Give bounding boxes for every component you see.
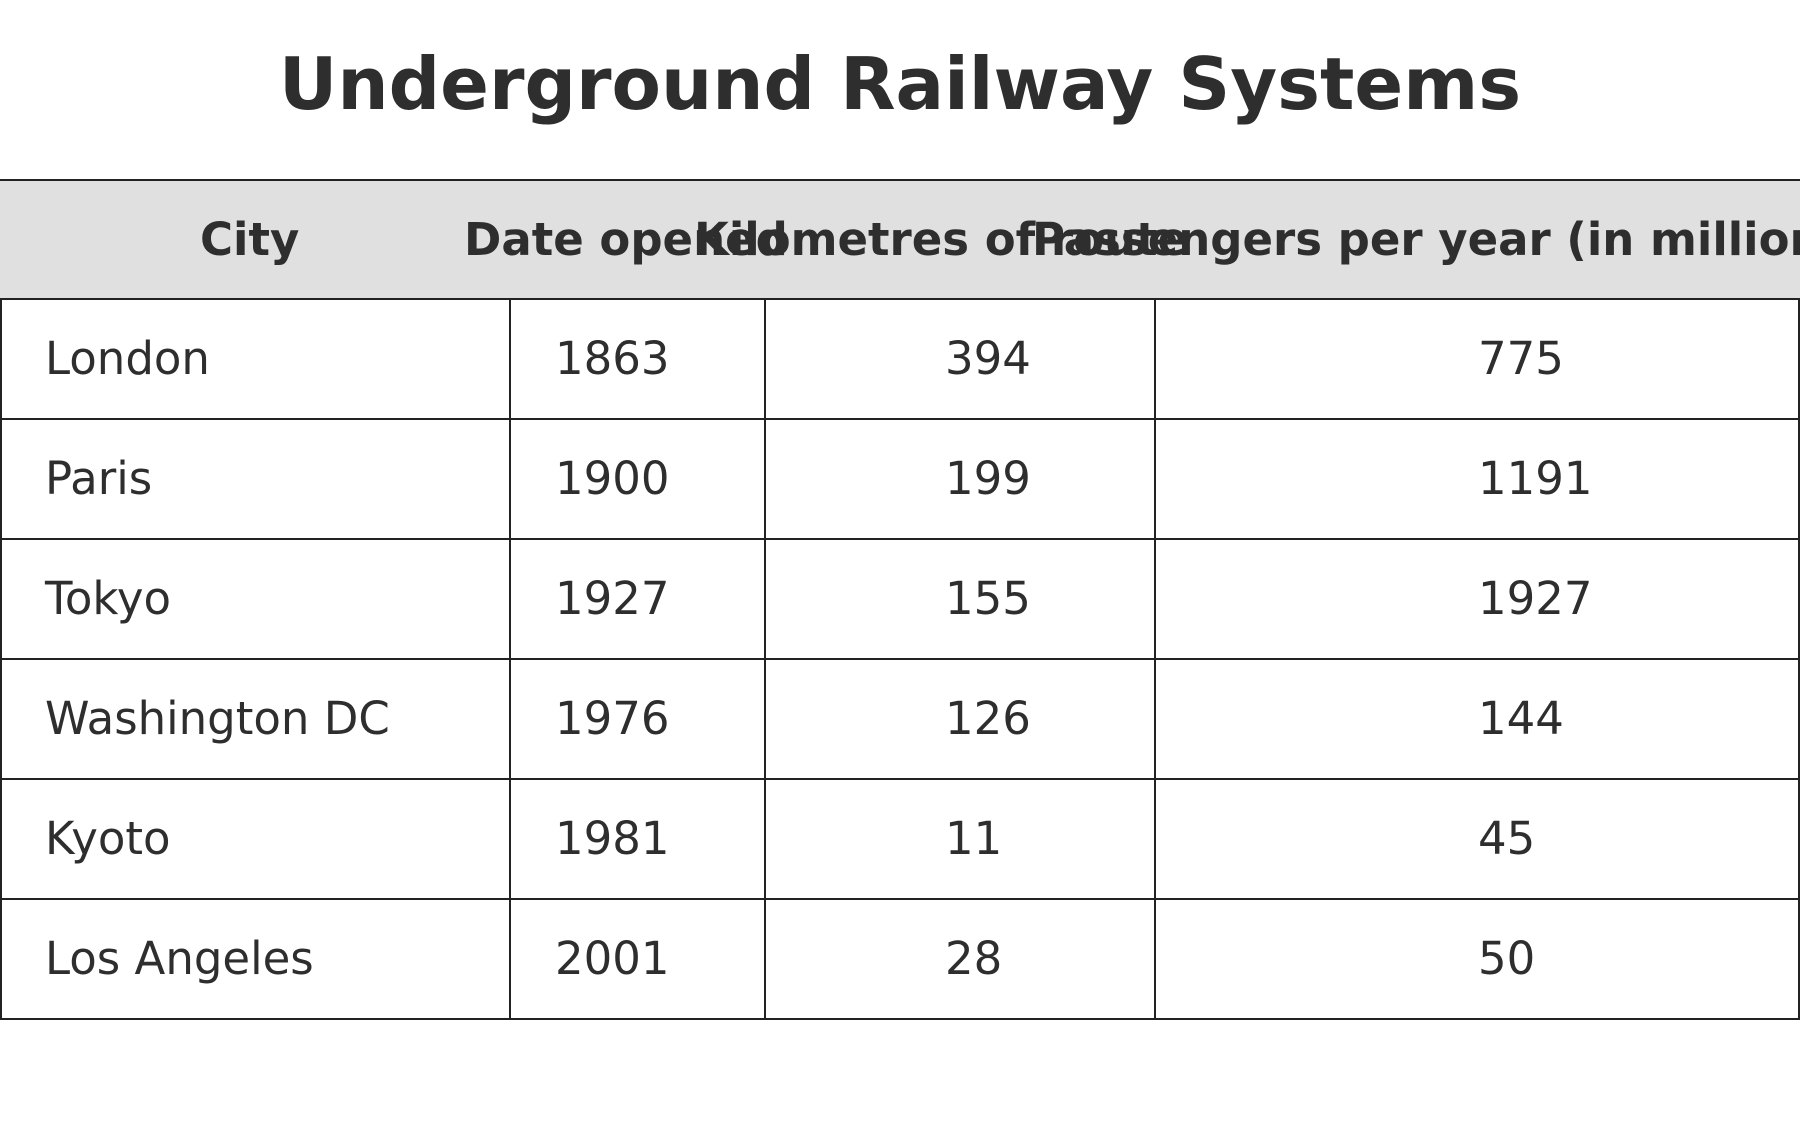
column-divider: [0, 420, 2, 540]
table-title: Underground Railway Systems: [278, 42, 1522, 126]
table-header-row: City Date opened Kilometres of route Pas…: [0, 179, 1800, 300]
passengers-cell: 1191: [1478, 452, 1593, 505]
column-header-passengers: Passengers per year (in millions): [1032, 213, 1800, 266]
table-row: Washington DC 1976 126 144: [0, 660, 1800, 780]
column-divider: [0, 780, 2, 900]
date-opened-cell: 1900: [555, 452, 670, 505]
city-cell: Kyoto: [45, 812, 171, 865]
table-row: London 1863 394 775: [0, 300, 1800, 420]
column-divider: [1154, 900, 1156, 1020]
kilometres-cell: 394: [945, 332, 1031, 385]
passengers-cell: 45: [1478, 812, 1536, 865]
column-divider: [509, 900, 511, 1020]
passengers-cell: 50: [1478, 932, 1536, 985]
column-divider: [0, 540, 2, 660]
column-header-date-opened: Date opened: [464, 213, 788, 266]
table-row: Kyoto 1981 11 45: [0, 780, 1800, 900]
kilometres-cell: 126: [945, 692, 1031, 745]
column-divider: [509, 420, 511, 540]
column-divider: [1798, 900, 1800, 1020]
column-divider: [1154, 660, 1156, 780]
column-divider: [509, 660, 511, 780]
column-divider: [764, 660, 766, 780]
column-divider: [509, 540, 511, 660]
city-cell: London: [45, 332, 210, 385]
column-divider: [1154, 420, 1156, 540]
passengers-cell: 144: [1478, 692, 1564, 745]
date-opened-cell: 1981: [555, 812, 670, 865]
column-divider: [1798, 300, 1800, 420]
column-divider: [764, 900, 766, 1020]
city-cell: Los Angeles: [45, 932, 314, 985]
table-body: London 1863 394 775 Paris 1900 199 1191 Tokyo 192…: [0, 300, 1800, 1020]
column-divider: [1154, 780, 1156, 900]
city-cell: Washington DC: [45, 692, 390, 745]
column-header-city: City: [200, 213, 300, 266]
column-divider: [0, 300, 2, 420]
table-row: Los Angeles 2001 28 50: [0, 900, 1800, 1020]
kilometres-cell: 155: [945, 572, 1031, 625]
column-header-kilometres: Kilometres of route: [694, 213, 1189, 266]
table-row: Tokyo 1927 155 1927: [0, 540, 1800, 660]
column-divider: [764, 540, 766, 660]
column-divider: [1798, 420, 1800, 540]
column-divider: [509, 780, 511, 900]
passengers-cell: 1927: [1478, 572, 1593, 625]
column-divider: [509, 300, 511, 420]
column-divider: [1154, 300, 1156, 420]
city-cell: Paris: [45, 452, 153, 505]
date-opened-cell: 1976: [555, 692, 670, 745]
table-row: Paris 1900 199 1191: [0, 420, 1800, 540]
passengers-cell: 775: [1478, 332, 1564, 385]
date-opened-cell: 2001: [555, 932, 670, 985]
column-divider: [764, 300, 766, 420]
column-divider: [1798, 540, 1800, 660]
kilometres-cell: 28: [945, 932, 1003, 985]
column-divider: [1798, 780, 1800, 900]
kilometres-cell: 11: [945, 812, 1003, 865]
column-divider: [0, 900, 2, 1020]
kilometres-cell: 199: [945, 452, 1031, 505]
date-opened-cell: 1927: [555, 572, 670, 625]
column-divider: [0, 660, 2, 780]
date-opened-cell: 1863: [555, 332, 670, 385]
column-divider: [1798, 660, 1800, 780]
column-divider: [764, 420, 766, 540]
data-table: City Date opened Kilometres of route Pas…: [0, 179, 1800, 1020]
city-cell: Tokyo: [45, 572, 171, 625]
column-divider: [1154, 540, 1156, 660]
column-divider: [764, 780, 766, 900]
